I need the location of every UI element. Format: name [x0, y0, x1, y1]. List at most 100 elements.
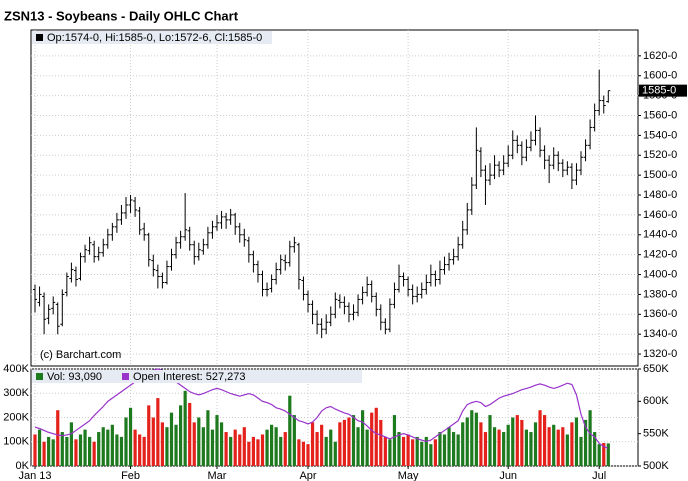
volume-bar	[456, 434, 460, 466]
y-tick-label: 400K	[3, 363, 29, 375]
x-tick-label: Jun	[499, 470, 517, 481]
volume-bar	[310, 422, 315, 466]
volume-bar	[433, 439, 437, 466]
volume-bar	[370, 412, 374, 466]
y-tick-label: 1540-0	[643, 129, 677, 141]
legend-swatch	[122, 373, 129, 380]
volume-bar	[224, 432, 228, 466]
volume-bar	[247, 441, 251, 466]
chart-title: ZSN13 - Soybeans - Daily OHLC Chart	[4, 8, 239, 23]
volume-bar	[242, 427, 246, 466]
volume-bar	[520, 419, 524, 466]
volume-bar	[92, 441, 96, 466]
open-interest-line	[34, 368, 609, 449]
legend-label: Open Interest: 527,273	[133, 371, 246, 383]
legend-box	[32, 370, 362, 383]
volume-bar	[315, 432, 319, 466]
volume-bar	[552, 424, 556, 466]
volume-bar	[174, 424, 178, 466]
volume-bar	[588, 410, 592, 466]
x-tick-label: May	[398, 470, 419, 481]
volume-bar	[351, 415, 356, 466]
volume-bar	[583, 419, 588, 466]
volume-bar	[169, 412, 174, 466]
y-tick-label: 1500-0	[643, 169, 677, 181]
volume-bar	[365, 429, 369, 466]
volume-bar	[320, 424, 324, 466]
volume-bar	[593, 432, 597, 466]
y-tick-label: 1600-0	[643, 70, 677, 82]
volume-bar	[602, 442, 606, 466]
volume-bar	[292, 415, 296, 466]
volume-bar	[561, 427, 565, 466]
volume-bar	[138, 434, 142, 466]
volume-bar	[361, 410, 365, 466]
volume-bar	[215, 415, 219, 466]
volume-bar	[329, 429, 333, 466]
source-note: (c) Barchart.com	[40, 349, 121, 361]
volume-bar	[188, 402, 192, 466]
volume-bar	[256, 439, 260, 466]
y-tick-label: 300K	[3, 387, 29, 399]
volume-bar	[69, 422, 73, 466]
volume-bar	[483, 432, 488, 466]
volume-bar	[106, 429, 110, 466]
legend-swatch	[36, 373, 43, 380]
y2-tick-label: 550K	[643, 428, 669, 440]
x-tick-label: Mar	[208, 470, 227, 481]
volume-bar	[502, 432, 506, 466]
volume-bar	[151, 417, 155, 466]
volume-bar	[379, 419, 383, 466]
volume-bar	[229, 436, 233, 466]
y-tick-label: 1400-0	[643, 268, 677, 280]
volume-bar	[538, 410, 542, 466]
volume-bar	[270, 424, 274, 466]
y-tick-label: 1440-0	[643, 229, 677, 241]
volume-bar	[506, 424, 510, 466]
volume-bar	[88, 436, 92, 466]
volume-bar	[452, 432, 456, 466]
last-price-box	[639, 84, 687, 97]
volume-bar	[442, 434, 447, 466]
x-tick-label: Jan 13	[18, 470, 51, 481]
volume-bar	[128, 407, 133, 466]
volume-bar	[65, 436, 69, 466]
volume-bar	[374, 407, 378, 466]
y-tick-label: 100K	[3, 436, 29, 448]
volume-bar	[556, 429, 560, 466]
volume-bar	[265, 429, 269, 466]
y-tick-label: 1560-0	[643, 109, 677, 121]
volume-bar	[115, 434, 119, 466]
volume-bar	[515, 415, 519, 466]
volume-bar	[333, 441, 337, 466]
volume-bar	[438, 432, 442, 466]
volume-bar	[42, 441, 46, 466]
volume-bar	[324, 436, 328, 466]
volume-bar	[201, 427, 205, 466]
x-tick-label: Jul	[592, 470, 606, 481]
volume-bar	[197, 417, 201, 466]
volume-bar	[210, 429, 215, 466]
volume-bar	[547, 427, 551, 466]
volume-bar	[219, 422, 224, 466]
volume-bar	[133, 429, 137, 466]
volume-bar	[543, 415, 547, 466]
volume-bar	[597, 444, 601, 466]
volume-bar	[183, 390, 187, 466]
y-tick-label: 1360-0	[643, 308, 677, 320]
volume-bar	[251, 436, 255, 466]
price-panel	[30, 29, 639, 367]
y-tick-label: 1480-0	[643, 189, 677, 201]
y2-tick-label: 600K	[643, 395, 669, 407]
volume-bar	[529, 432, 533, 466]
volume-bar	[37, 429, 42, 466]
volume-bar	[56, 410, 60, 466]
y-tick-label: 1620-0	[643, 50, 677, 62]
volume-bar	[524, 429, 528, 466]
volume-bar	[160, 422, 164, 466]
volume-bar	[488, 415, 492, 466]
volume-bar	[206, 410, 210, 466]
legend-label: Vol: 93,090	[47, 371, 102, 383]
volume-bar	[156, 398, 160, 466]
